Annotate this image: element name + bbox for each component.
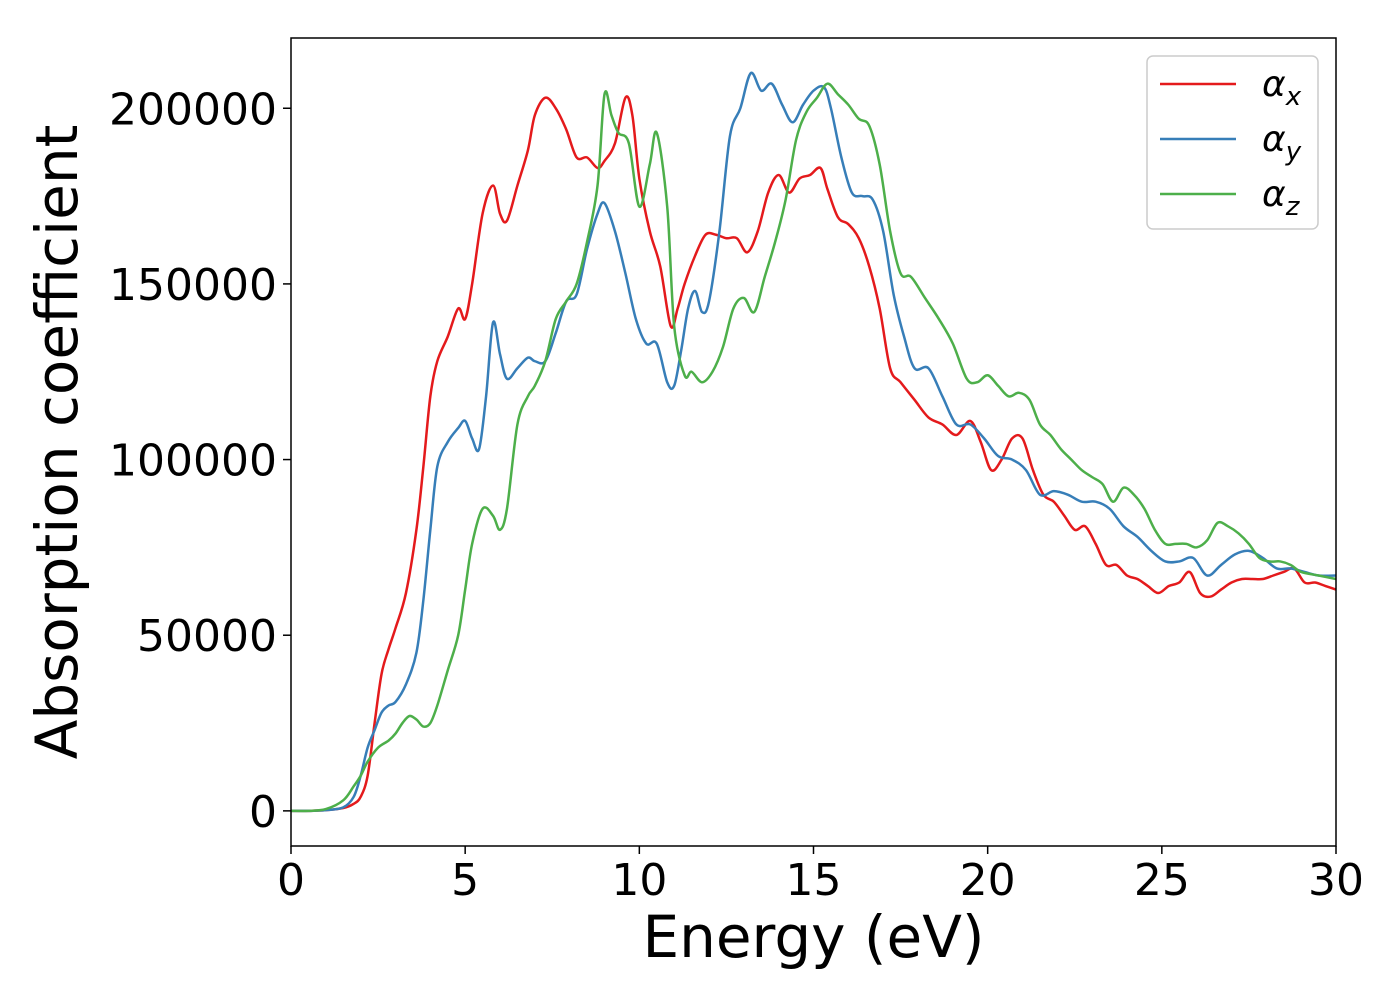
- legend-label-z: αz: [1262, 174, 1301, 222]
- x-tick-label: 30: [1308, 855, 1364, 906]
- series-line-x: [290, 95, 1337, 813]
- x-tick-label: 5: [451, 855, 479, 906]
- x-tick-label: 10: [611, 855, 667, 906]
- y-tick-label: 50000: [137, 611, 277, 662]
- x-tick-label: 20: [960, 855, 1016, 906]
- y-tick-label: 0: [249, 787, 277, 838]
- legend-label-x: αx: [1262, 64, 1302, 112]
- y-axis-label: Absorption coefficient: [23, 125, 91, 760]
- y-axis-ticks: 0 50000 100000 150000 200000: [109, 84, 291, 838]
- x-tick-label: 0: [277, 855, 305, 906]
- legend-box: [1146, 55, 1319, 230]
- x-axis-label: Energy (eV): [642, 903, 984, 971]
- series-line-z: [290, 82, 1337, 813]
- x-tick-label: 25: [1134, 855, 1190, 906]
- legend: αx αy αz: [1146, 55, 1319, 230]
- y-tick-label: 150000: [109, 260, 277, 311]
- series-line-y: [290, 71, 1337, 813]
- series-lines: [290, 71, 1337, 813]
- y-tick-label: 200000: [109, 84, 277, 135]
- y-tick-label: 100000: [109, 436, 277, 487]
- x-axis-ticks: 0 5 10 15 20 25 30: [277, 846, 1364, 906]
- x-tick-label: 15: [786, 855, 842, 906]
- legend-label-y: αy: [1262, 119, 1302, 167]
